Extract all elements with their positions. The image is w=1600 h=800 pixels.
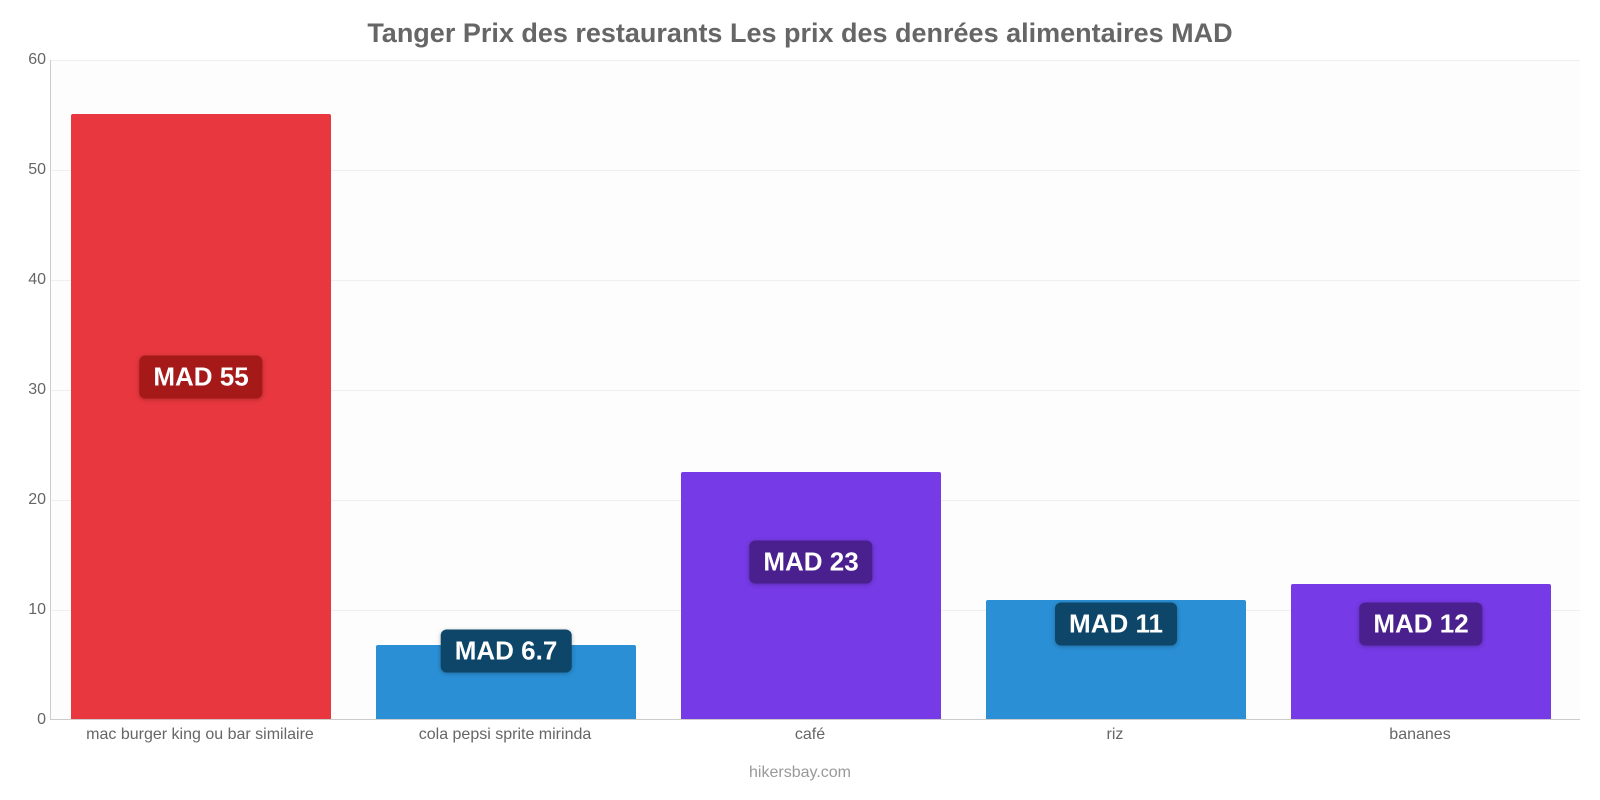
x-category-label: café [680, 726, 940, 744]
value-badge: MAD 6.7 [441, 629, 572, 672]
value-badge: MAD 11 [1055, 603, 1177, 646]
chart-title: Tanger Prix des restaurants Les prix des… [0, 18, 1600, 49]
y-tick-label: 30 [12, 381, 46, 399]
y-tick-label: 50 [12, 161, 46, 179]
value-badge: MAD 12 [1359, 603, 1482, 646]
price-bar-chart: Tanger Prix des restaurants Les prix des… [0, 0, 1600, 800]
x-category-label: mac burger king ou bar similaire [70, 726, 330, 744]
x-category-label: bananes [1290, 726, 1550, 744]
x-category-label: cola pepsi sprite mirinda [375, 726, 635, 744]
bars-container [51, 60, 1580, 719]
y-tick-label: 40 [12, 271, 46, 289]
source-label: hikersbay.com [0, 764, 1600, 782]
y-tick-label: 20 [12, 491, 46, 509]
bar-slot [376, 60, 636, 719]
x-category-label: riz [985, 726, 1245, 744]
plot-area: MAD 55 MAD 6.7 MAD 23 MAD 11 MAD 12 [50, 60, 1580, 720]
y-tick-label: 60 [12, 51, 46, 69]
bar [71, 114, 331, 719]
bar-slot [681, 60, 941, 719]
y-tick-label: 10 [12, 601, 46, 619]
bar [681, 472, 941, 720]
value-badge: MAD 23 [749, 540, 872, 583]
value-badge: MAD 55 [139, 355, 262, 398]
y-tick-label: 0 [12, 711, 46, 729]
